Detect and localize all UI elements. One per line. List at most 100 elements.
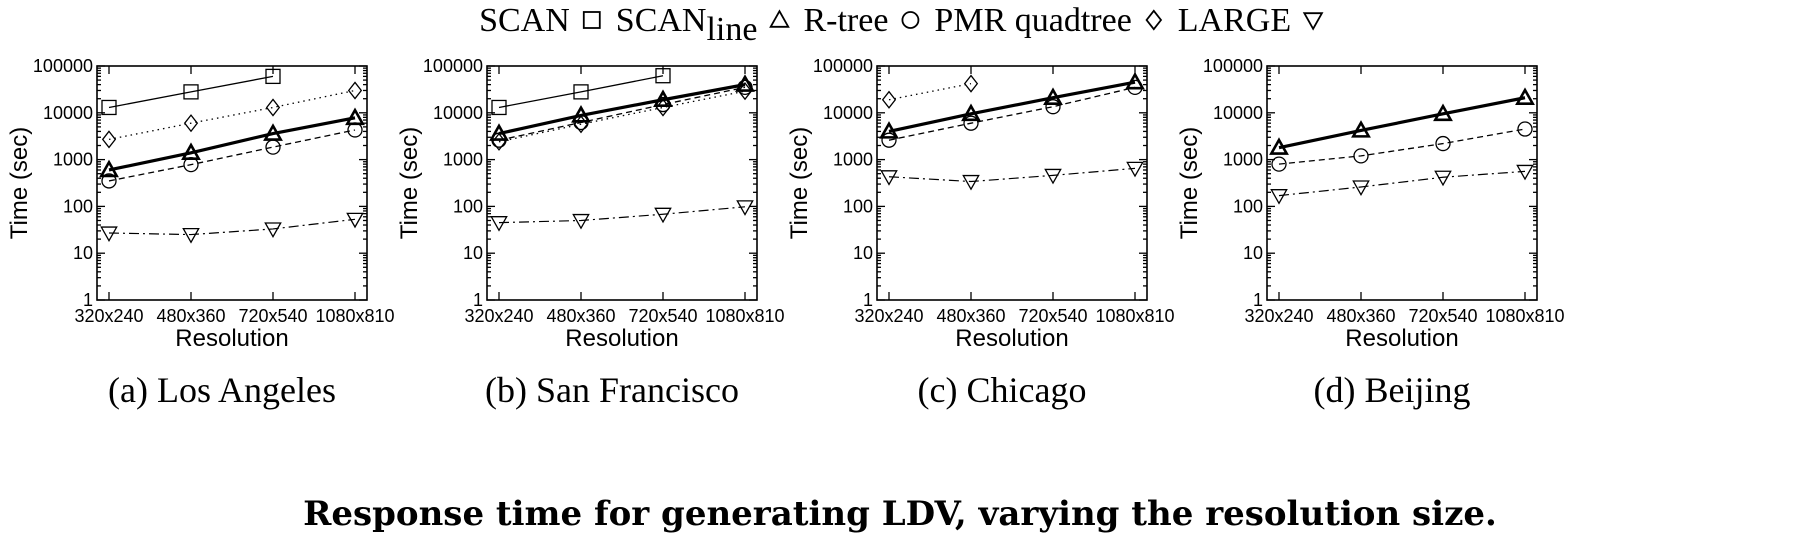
data-point-scan — [655, 68, 671, 84]
legend-label: SCAN — [616, 2, 707, 39]
data-point-scanline — [345, 107, 365, 126]
data-point-scan — [491, 99, 507, 116]
data-point-pmr — [101, 130, 117, 149]
data-point-large — [1352, 180, 1370, 197]
y-tick-label: 100 — [63, 196, 93, 216]
data-point-large — [962, 174, 980, 191]
series-line-scan — [498, 75, 664, 109]
x-tick-label: 320x240 — [854, 306, 923, 326]
data-point-scanline — [735, 74, 755, 92]
data-point-large — [490, 216, 508, 232]
y-tick-label: 100000 — [33, 56, 93, 76]
data-point-large — [880, 170, 898, 186]
data-point-pmr — [963, 74, 979, 93]
series-line-large — [888, 167, 1136, 183]
data-point-scanline — [99, 159, 119, 178]
chart-panel: 1 10 100 1000 10000 100000 320x240 480x360 720x5… — [1176, 56, 1565, 410]
series-line-large — [108, 218, 356, 236]
y-tick-label: 10 — [853, 243, 873, 263]
data-point-rtree — [963, 115, 979, 131]
data-point-large — [1516, 164, 1534, 181]
chart-panels: 1 10 100 1000 10000 100000 320x240 480x360 720x5… — [6, 56, 1565, 410]
data-point-large — [1126, 161, 1144, 178]
y-tick-label: 100 — [843, 196, 873, 216]
x-axis-label: Resolution — [565, 325, 678, 352]
data-point-scan — [573, 84, 589, 100]
y-tick-label: 1 — [1253, 290, 1263, 310]
series-line-scanline — [108, 116, 356, 172]
data-point-pmr — [183, 114, 199, 133]
legend-symbol-circle — [901, 11, 920, 29]
data-point-rtree — [1435, 135, 1451, 152]
data-point-scanline — [1125, 71, 1145, 90]
x-tick-label: 1080x810 — [1485, 306, 1564, 326]
x-tick-label: 480x360 — [1326, 306, 1395, 326]
data-point-rtree — [101, 173, 117, 189]
legend: SCAN SCAN line R-tree PMR quadtree LARGE — [479, 2, 1324, 48]
data-point-pmr — [655, 98, 671, 117]
data-point-pmr — [881, 90, 897, 109]
data-point-large — [264, 222, 282, 238]
data-point-large — [736, 200, 754, 216]
y-tick-label: 1 — [83, 290, 93, 310]
figure-title: Response time for generating LDV, varyin… — [303, 494, 1497, 534]
series-line-scanline — [1278, 96, 1526, 150]
legend-label-subscript: line — [706, 11, 757, 48]
data-point-rtree — [881, 132, 897, 148]
series-line-scanline — [888, 80, 1136, 133]
data-point-scanline — [961, 103, 981, 122]
series-line-large — [498, 206, 746, 224]
series-line-scanline — [498, 83, 746, 136]
series-line-scan — [108, 75, 274, 109]
data-point-rtree — [655, 96, 671, 113]
x-axis-label: Resolution — [955, 325, 1068, 352]
data-point-scanline — [571, 105, 591, 123]
data-point-rtree — [1353, 148, 1369, 164]
data-point-pmr — [347, 81, 363, 100]
y-tick-label: 100 — [453, 196, 483, 216]
data-point-pmr — [737, 82, 753, 101]
x-tick-label: 320x240 — [1244, 306, 1313, 326]
series-line-pmr — [108, 89, 356, 141]
legend-label: R-tree — [803, 2, 888, 39]
data-point-pmr — [491, 132, 507, 151]
data-point-rtree — [1045, 99, 1061, 115]
data-point-scanline — [879, 121, 899, 139]
y-tick-label: 10 — [463, 243, 483, 263]
chart-panel: 1 10 100 1000 10000 100000 320x240 480x360 720x5… — [6, 56, 395, 410]
y-tick-label: 10 — [1243, 243, 1263, 263]
series-line-large — [1278, 170, 1526, 197]
x-tick-label: 480x360 — [546, 306, 615, 326]
series-line-pmr — [888, 82, 972, 101]
data-point-scanline — [1515, 87, 1535, 105]
data-point-large — [346, 212, 364, 229]
y-tick-label: 10000 — [823, 103, 873, 123]
x-tick-label: 480x360 — [936, 306, 1005, 326]
data-point-scan — [101, 99, 117, 116]
legend-label: PMR quadtree — [934, 2, 1131, 39]
x-tick-label: 1080x810 — [705, 306, 784, 326]
data-point-large — [1434, 170, 1452, 187]
y-tick-label: 10000 — [43, 103, 93, 123]
x-axis-label: Resolution — [1345, 325, 1458, 352]
y-tick-label: 1 — [863, 290, 873, 310]
data-point-pmr — [573, 115, 589, 134]
y-axis-label: Time (sec) — [396, 127, 423, 239]
data-point-rtree — [1271, 156, 1287, 172]
data-point-scan — [183, 84, 199, 100]
panel-caption: (b) San Francisco — [485, 370, 739, 410]
data-point-rtree — [1517, 121, 1533, 137]
y-tick-label: 10 — [73, 243, 93, 263]
x-tick-label: 720x540 — [238, 306, 307, 326]
series-line-rtree — [108, 129, 356, 182]
y-tick-label: 1000 — [53, 150, 93, 170]
x-tick-label: 320x240 — [464, 306, 533, 326]
data-point-rtree — [347, 122, 363, 138]
legend-symbol-triangle-down — [1302, 12, 1324, 31]
legend-symbol-square — [582, 11, 601, 29]
data-point-large — [654, 207, 672, 224]
y-axis-label: Time (sec) — [786, 127, 813, 239]
y-tick-label: 1 — [473, 290, 483, 310]
legend-symbol-diamond — [1145, 9, 1163, 31]
legend-symbol-triangle-up — [769, 9, 790, 28]
